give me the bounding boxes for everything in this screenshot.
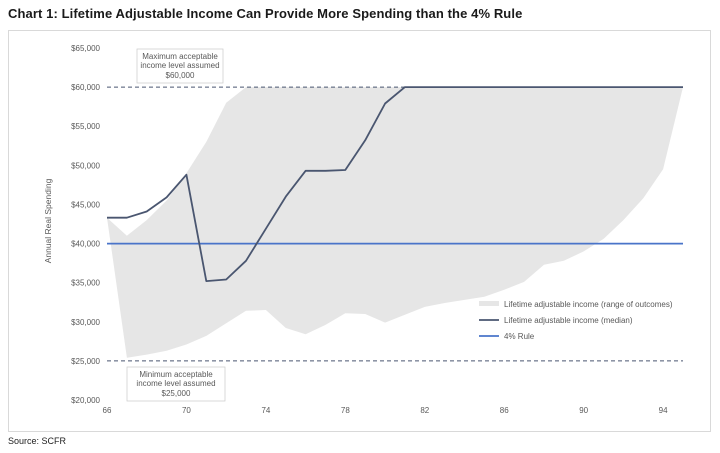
chart-frame: $20,000 $25,000 $30,000 $35,000 $40,000 $45,0… [8,30,711,432]
min-annotation: Minimum acceptable income level assumed … [126,366,226,402]
legend-swatch-range [479,301,499,306]
x-tick-label: 74 [261,406,270,415]
y-tick-label: $40,000 [71,240,100,249]
x-tick-label: 78 [341,406,350,415]
y-tick-label: $35,000 [71,279,100,288]
max-annotation-line-2: income level assumed [140,61,219,70]
min-annotation-line-3: $25,000 [162,389,191,398]
max-annotation: Maximum acceptable income level assumed … [136,48,224,84]
y-tick-label: $50,000 [71,161,100,170]
y-tick-label: $30,000 [71,318,100,327]
max-annotation-box [136,48,224,84]
legend-label-median: Lifetime adjustable income (median) [504,316,633,325]
range-band-layer [107,87,683,358]
legend: Lifetime adjustable income (range of out… [479,300,673,341]
source-note: Source: SCFR [8,436,67,446]
legend-label-4pct: 4% Rule [504,332,535,341]
min-annotation-line-2: income level assumed [136,379,215,388]
max-annotation-line-3: $60,000 [166,71,195,80]
range-band-area [107,87,683,358]
x-tick-label: 70 [182,406,191,415]
chart-title: Chart 1: Lifetime Adjustable Income Can … [8,6,523,21]
x-tick-label: 90 [579,406,588,415]
y-tick-layer: $20,000 $25,000 $30,000 $35,000 $40,000 $45,0… [71,44,100,405]
min-annotation-line-1: Minimum acceptable [139,370,213,379]
max-annotation-line-1: Maximum acceptable [142,52,218,61]
x-tick-label: 82 [420,406,429,415]
min-annotation-box [126,366,226,402]
y-tick-label: $20,000 [71,396,100,405]
x-tick-label: 66 [103,406,112,415]
y-axis-label: Annual Real Spending [43,178,53,263]
y-tick-label: $60,000 [71,83,100,92]
x-tick-label: 86 [500,406,509,415]
legend-label-range: Lifetime adjustable income (range of out… [504,300,673,309]
y-tick-label: $65,000 [71,44,100,53]
chart-svg: $20,000 $25,000 $30,000 $35,000 $40,000 $45,0… [43,44,683,415]
series-lines-layer [107,86,683,283]
y-tick-label: $45,000 [71,200,100,209]
series-line-median [107,86,683,283]
y-tick-label: $55,000 [71,122,100,131]
x-tick-label: 94 [659,406,668,415]
x-tick-layer: 66 70 74 78 82 86 90 94 [103,406,669,415]
y-tick-label: $25,000 [71,357,100,366]
